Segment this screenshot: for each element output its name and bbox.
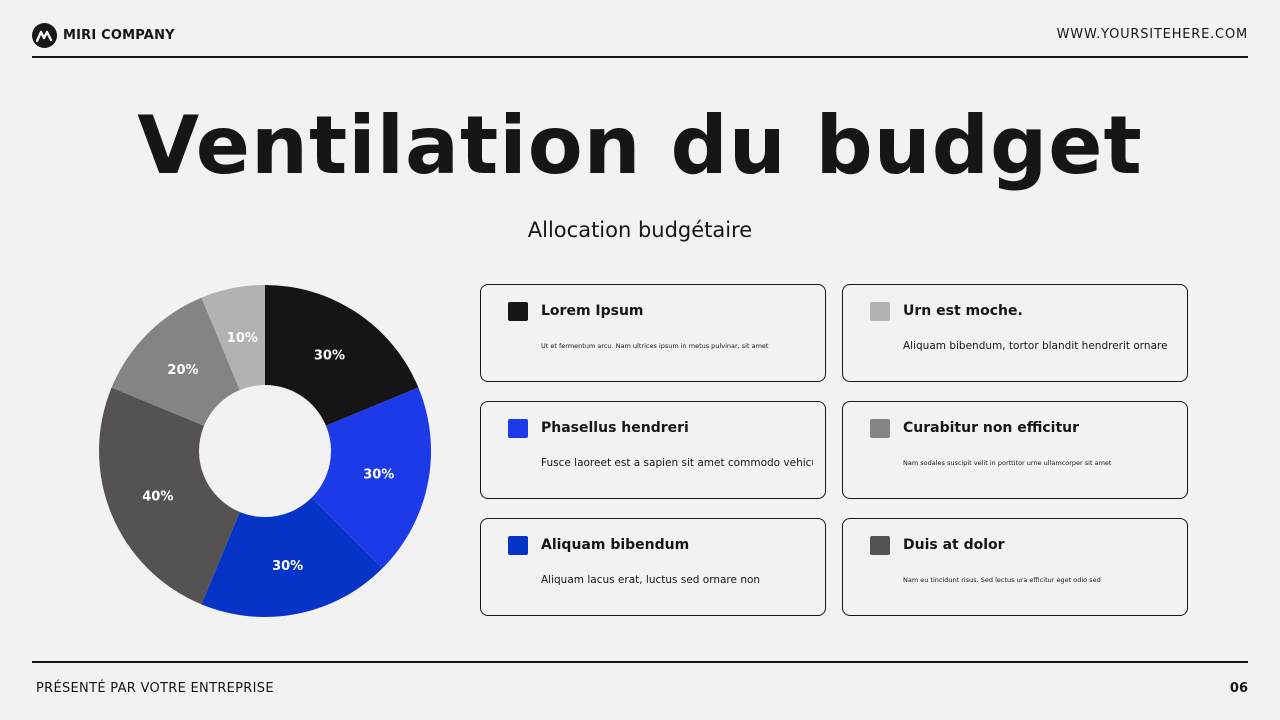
page-title: Ventilation du budget bbox=[137, 99, 1143, 192]
legend-swatch bbox=[508, 536, 528, 555]
donut-slice-2 bbox=[201, 497, 383, 617]
legend-card: Urn est moche. Aliquam bibendum, tortor b… bbox=[842, 284, 1188, 382]
legend-swatch bbox=[870, 419, 890, 438]
donut-slice-label-5: 10% bbox=[227, 331, 258, 346]
legend-card-title: Lorem Ipsum bbox=[541, 303, 644, 319]
donut-slice-label-3: 40% bbox=[142, 489, 173, 504]
legend-card-body: Nam eu tincidunt risus. Sed lectus ura e… bbox=[903, 576, 1101, 584]
donut-slice-4 bbox=[111, 297, 240, 426]
legend-card: Lorem Ipsum Ut et fermentum arcu. Nam ult… bbox=[480, 284, 826, 382]
legend-card-title: Duis at dolor bbox=[903, 537, 1005, 553]
page-subtitle: Allocation budgétaire bbox=[527, 218, 753, 242]
legend-swatch bbox=[508, 419, 528, 438]
brand[interactable]: MIRI COMPANY bbox=[32, 23, 175, 48]
donut-slice-label-1: 30% bbox=[363, 468, 394, 483]
legend-card: Duis at dolor Nam eu tincidunt risus. Sed… bbox=[842, 518, 1188, 616]
page-number: 06 bbox=[1229, 681, 1248, 696]
legend-card-body: Aliquam lacus erat, luctus sed ornare no… bbox=[541, 574, 761, 586]
legend-card-body: Nam sodales suscipit velit in porttitor … bbox=[903, 459, 1112, 467]
company-name: MIRI COMPANY bbox=[63, 28, 175, 43]
header: MIRI COMPANY WWW.YOURSITEHERE.COM bbox=[32, 20, 1248, 58]
legend-swatch bbox=[508, 302, 528, 321]
donut-slice-3 bbox=[99, 387, 240, 605]
presenter-label: PRÉSENTÉ PAR VOTRE ENTREPRISE bbox=[36, 681, 274, 696]
donut-slice-0 bbox=[265, 285, 419, 426]
donut-chart-svg: 30% 30% 30% 40% 20% 10% bbox=[99, 285, 431, 617]
legend-card-title: Aliquam bibendum bbox=[541, 537, 690, 553]
footer: PRÉSENTÉ PAR VOTRE ENTREPRISE 06 bbox=[32, 661, 1248, 711]
legend-card-body: Ut et fermentum arcu. Nam ultrices ipsum… bbox=[541, 342, 769, 350]
m-logo-icon bbox=[32, 23, 57, 48]
donut-chart: 30% 30% 30% 40% 20% 10% bbox=[98, 284, 432, 618]
donut-slice-label-4: 20% bbox=[167, 363, 198, 378]
donut-slice-label-2: 30% bbox=[272, 559, 303, 574]
legend-card-body: Aliquam bibendum, tortor blandit hendrer… bbox=[903, 340, 1168, 352]
donut-slice-5 bbox=[201, 285, 265, 391]
legend-swatch bbox=[870, 302, 890, 321]
legend-card-title: Curabitur non efficitur bbox=[903, 420, 1080, 436]
legend-card-title: Phasellus hendreri bbox=[541, 420, 689, 436]
legend-card: Phasellus hendreri Fusce laoreet est a sa… bbox=[480, 401, 826, 499]
legend-card: Aliquam bibendum Aliquam lacus erat, luct… bbox=[480, 518, 826, 616]
legend-card: Curabitur non efficitur Nam sodales susci… bbox=[842, 401, 1188, 499]
legend-card-title: Urn est moche. bbox=[903, 303, 1023, 319]
website-link[interactable]: WWW.YOURSITEHERE.COM bbox=[1056, 27, 1248, 42]
legend-swatch bbox=[870, 536, 890, 555]
donut-slice-label-0: 30% bbox=[314, 349, 345, 364]
donut-slice-1 bbox=[311, 387, 431, 569]
legend-card-body: Fusce laoreet est a sapien sit amet comm… bbox=[541, 457, 813, 469]
